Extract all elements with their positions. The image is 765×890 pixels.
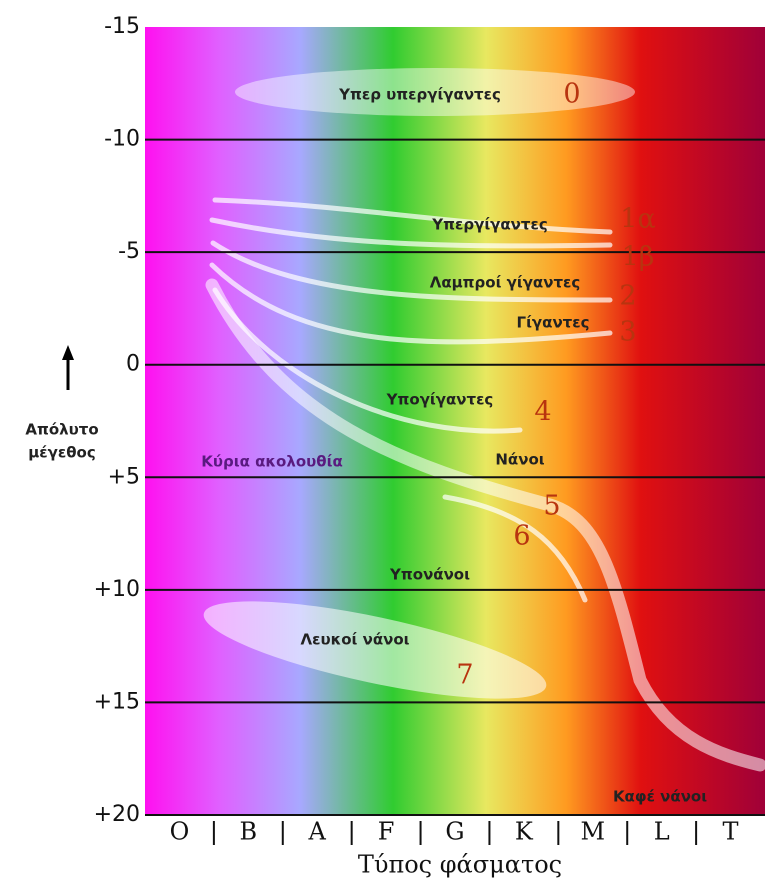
y-tick-label: +20 — [94, 802, 140, 827]
arrow-head — [62, 345, 74, 360]
brown-dwarfs-label: Καφέ νάνοι — [613, 788, 707, 806]
y-tick-label: +15 — [94, 689, 140, 714]
region-label: Νάνοι — [495, 451, 544, 469]
region-label: Υπερ υπεργίγαντες — [338, 86, 501, 104]
spectrum-background — [145, 27, 765, 815]
y-tick-label: -15 — [104, 14, 140, 39]
x-class-label: B — [240, 818, 258, 846]
luminosity-class: 1α — [620, 204, 655, 235]
y-tick-label: +5 — [108, 464, 140, 489]
y-tick-label: -5 — [118, 239, 140, 264]
luminosity-class: 1β — [622, 242, 655, 273]
x-class-label: M — [580, 818, 605, 846]
x-class-label: G — [445, 818, 464, 846]
x-class-label: A — [308, 818, 327, 846]
luminosity-class: 3 — [619, 317, 636, 348]
y-tick-label: -10 — [104, 127, 140, 152]
x-class-label: T — [723, 818, 739, 846]
luminosity-class: 2 — [619, 281, 636, 312]
luminosity-class: 7 — [456, 660, 473, 691]
subdwarfs-label: Υπονάνοι — [389, 566, 470, 584]
x-class-label: L — [654, 818, 670, 846]
region-label: Γίγαντες — [517, 314, 590, 332]
x-class-label: O — [170, 818, 190, 846]
region-label: Υπεργίγαντες — [431, 216, 547, 234]
y-tick-label: +10 — [94, 577, 140, 602]
region-label: Λαμπροί γίγαντες — [430, 274, 581, 292]
x-class-label: K — [515, 818, 534, 846]
region-label: Λευκοί νάνοι — [300, 631, 409, 649]
region-label: Υπογίγαντες — [386, 391, 494, 409]
diagram: -15 -10 -5 0 +5 +10 +15 +20 O B A F G K M L T Τύπος φάσμα… — [0, 0, 765, 886]
x-class-label: F — [378, 818, 395, 846]
y-tick-label: 0 — [126, 352, 140, 377]
main-sequence-label: Κύρια ακολουθία — [201, 453, 343, 471]
x-axis-title: Τύπος φάσματος — [358, 851, 562, 879]
luminosity-class: 4 — [534, 397, 551, 428]
y-axis-title: Απόλυτο — [25, 421, 98, 439]
luminosity-class: 0 — [563, 79, 580, 110]
luminosity-class: 6 — [513, 521, 530, 552]
y-axis-title: μέγεθος — [28, 444, 95, 462]
luminosity-class: 5 — [543, 491, 560, 522]
